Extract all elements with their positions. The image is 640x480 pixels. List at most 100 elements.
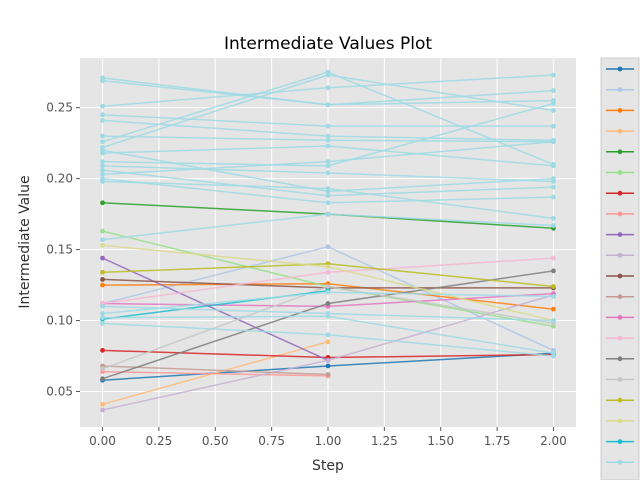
x-tick-label: 1.75 bbox=[484, 434, 511, 448]
x-tick-label: 1.50 bbox=[427, 434, 454, 448]
series-2 bbox=[100, 281, 556, 312]
data-point bbox=[551, 215, 556, 221]
series-34 bbox=[100, 179, 556, 221]
data-point bbox=[100, 320, 105, 326]
data-point bbox=[100, 366, 105, 372]
data-point bbox=[551, 194, 556, 200]
data-point bbox=[325, 137, 331, 143]
data-point bbox=[100, 269, 105, 275]
data-point bbox=[325, 193, 331, 199]
data-point bbox=[100, 347, 105, 353]
series-37 bbox=[100, 289, 556, 316]
data-point bbox=[100, 311, 105, 316]
data-point bbox=[551, 268, 556, 274]
legend-entry-0 bbox=[606, 66, 634, 72]
legend-swatch-marker bbox=[617, 459, 623, 465]
data-point bbox=[325, 363, 331, 369]
series-21 bbox=[100, 72, 556, 109]
data-point bbox=[100, 242, 105, 248]
x-tick-label: 0.50 bbox=[202, 434, 229, 448]
data-point bbox=[100, 277, 105, 282]
data-point bbox=[325, 186, 331, 191]
series-line bbox=[102, 365, 329, 376]
legend-swatch-marker bbox=[617, 439, 623, 444]
data-point bbox=[100, 376, 105, 382]
legend-swatch-marker bbox=[617, 211, 623, 217]
data-point bbox=[325, 159, 331, 165]
data-point bbox=[325, 289, 331, 295]
y-tick-label: 0.05 bbox=[46, 385, 73, 399]
legend-swatch-marker bbox=[617, 273, 623, 279]
data-point bbox=[325, 313, 331, 319]
data-point bbox=[325, 269, 331, 275]
chart-title: Intermediate Values Plot bbox=[224, 34, 432, 54]
x-tick-label: 1.25 bbox=[371, 434, 398, 448]
data-point bbox=[100, 200, 105, 206]
data-point bbox=[325, 244, 331, 250]
data-point bbox=[551, 294, 556, 299]
series-39 bbox=[100, 320, 556, 359]
legend-entry-9 bbox=[606, 252, 634, 258]
series-26 bbox=[100, 72, 556, 150]
legend-entry-13 bbox=[606, 335, 634, 341]
series-31 bbox=[100, 167, 556, 199]
legend-entry-14 bbox=[606, 356, 634, 362]
data-point bbox=[551, 88, 556, 94]
legend-swatch-marker bbox=[617, 294, 623, 300]
data-point bbox=[551, 184, 556, 190]
legend-swatch-marker bbox=[617, 87, 623, 93]
legend-swatch-marker bbox=[617, 170, 623, 175]
data-point bbox=[100, 315, 105, 321]
legend-entry-2 bbox=[606, 108, 634, 113]
legend-swatch-marker bbox=[617, 66, 623, 72]
data-point bbox=[551, 72, 556, 78]
data-point bbox=[551, 179, 556, 184]
legend-swatch-marker bbox=[617, 397, 623, 403]
data-point bbox=[325, 72, 331, 78]
data-point bbox=[325, 339, 331, 345]
legend-entry-11 bbox=[606, 294, 634, 300]
legend-box bbox=[600, 57, 640, 480]
x-tick-label: 0.00 bbox=[89, 434, 116, 448]
series-35 bbox=[100, 211, 556, 243]
legend-entry-16 bbox=[606, 397, 634, 403]
data-point bbox=[551, 101, 556, 106]
data-point bbox=[551, 108, 556, 113]
legend-entry-1 bbox=[606, 87, 634, 93]
series-30 bbox=[100, 163, 556, 184]
legend-entry-17 bbox=[606, 418, 634, 424]
data-point bbox=[100, 139, 105, 145]
data-point bbox=[551, 318, 556, 323]
series-16 bbox=[100, 261, 556, 289]
data-point bbox=[325, 123, 331, 129]
legend-swatch-marker bbox=[617, 190, 623, 196]
y-tick-label: 0.15 bbox=[46, 243, 73, 257]
data-point bbox=[325, 163, 331, 169]
data-point bbox=[100, 179, 105, 184]
data-point bbox=[100, 303, 105, 309]
data-point bbox=[100, 118, 105, 123]
legend-swatch-marker bbox=[617, 108, 623, 113]
data-point bbox=[100, 78, 105, 84]
legend-entry-8 bbox=[606, 232, 634, 238]
legend-swatch-marker bbox=[617, 149, 623, 155]
data-point bbox=[100, 112, 105, 118]
y-tick-label: 0.10 bbox=[46, 314, 73, 328]
legend-entry-12 bbox=[606, 315, 634, 320]
legend-entry-5 bbox=[606, 170, 634, 175]
legend-swatch-marker bbox=[617, 128, 623, 134]
data-point bbox=[551, 353, 556, 359]
data-point bbox=[551, 163, 556, 169]
data-point bbox=[100, 237, 105, 243]
series-11 bbox=[100, 363, 331, 377]
x-axis-title: Step bbox=[312, 458, 344, 474]
data-point bbox=[551, 255, 556, 261]
legend-entry-18 bbox=[606, 439, 634, 444]
series-28 bbox=[100, 143, 556, 169]
data-point bbox=[100, 407, 105, 413]
legend-swatch-marker bbox=[617, 356, 623, 362]
data-point bbox=[100, 159, 105, 165]
data-point bbox=[325, 264, 331, 270]
legend-swatch-marker bbox=[617, 335, 623, 341]
